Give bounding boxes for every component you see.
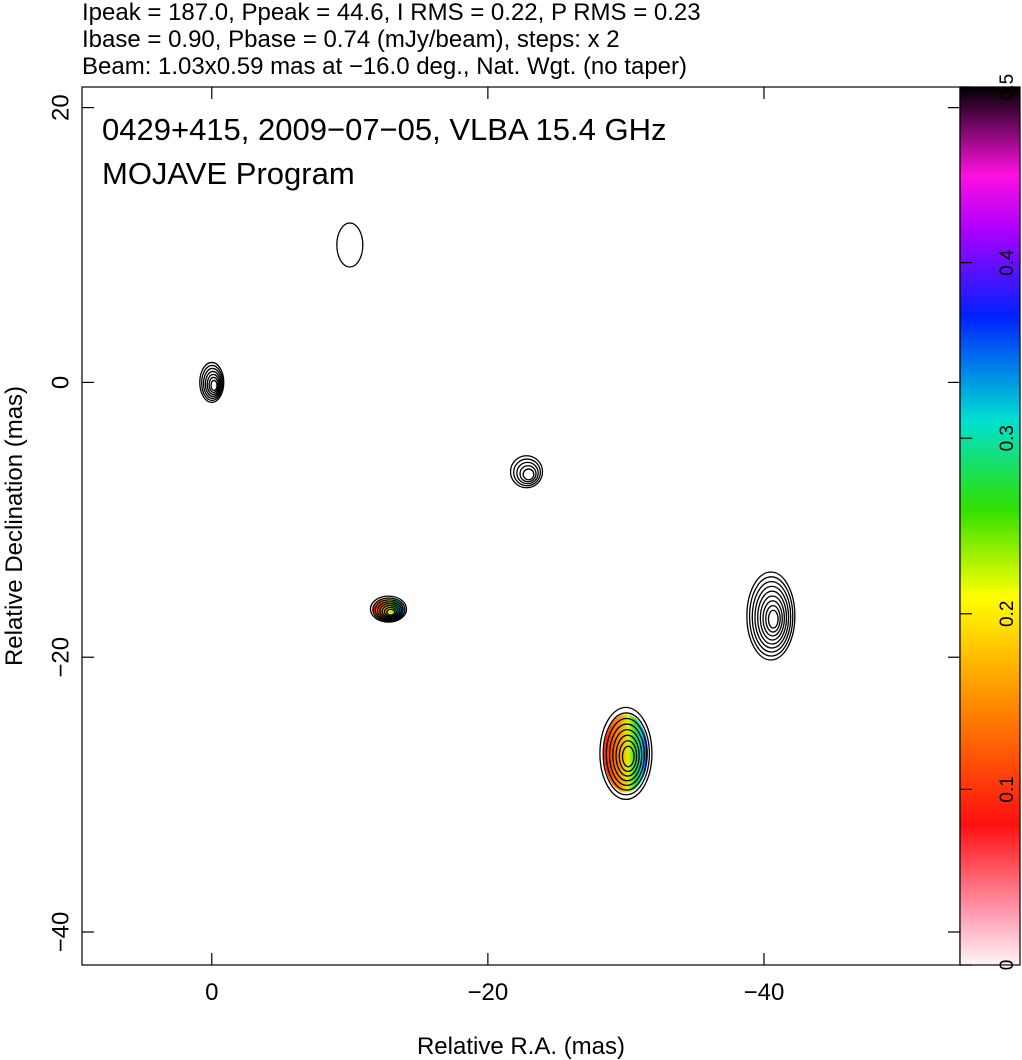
y-tick-label: 20 <box>47 94 74 121</box>
colorbar-tick-label: 0.5 <box>997 74 1018 100</box>
contour <box>509 455 544 489</box>
contour <box>379 603 401 619</box>
y-tick-label: 0 <box>47 376 74 389</box>
y-tick-label: −20 <box>47 637 74 678</box>
colorbar-tick-label: 0.2 <box>997 601 1018 627</box>
contour <box>206 373 220 396</box>
contour <box>336 222 364 268</box>
contour <box>746 571 796 661</box>
y-axis-label: Relative Declination (mas) <box>1 386 28 666</box>
contour <box>599 706 653 801</box>
header-line: Ipeak = 187.0, Ppeak = 44.6, I RMS = 0.2… <box>82 0 701 26</box>
contour <box>386 608 396 616</box>
plot-frame <box>81 86 961 966</box>
contour <box>602 712 651 796</box>
contour <box>759 595 786 641</box>
contour <box>748 576 794 657</box>
x-axis-label: Relative R.A. (mas) <box>417 1033 625 1060</box>
contour <box>767 609 779 629</box>
contour <box>608 723 645 787</box>
contour <box>369 595 408 623</box>
contour <box>210 379 218 392</box>
colorbar-tick-label: 0 <box>997 960 1018 971</box>
x-tick-label: −20 <box>468 979 509 1006</box>
contour <box>754 585 790 649</box>
contour <box>374 599 404 621</box>
annotation: MOJAVE Program <box>102 156 355 191</box>
colorbar <box>959 86 1021 966</box>
contour <box>522 468 535 481</box>
contour <box>751 580 792 653</box>
contour <box>605 717 648 791</box>
contour <box>376 601 403 620</box>
colorbar-tick-label: 0.3 <box>997 425 1018 451</box>
x-tick-label: −40 <box>744 979 785 1006</box>
colorbar-tick-label: 0.4 <box>997 249 1018 276</box>
contour <box>519 465 537 483</box>
contour <box>208 376 219 394</box>
contour <box>762 600 783 637</box>
contour <box>621 745 635 768</box>
contour <box>757 590 788 645</box>
contour <box>381 604 399 618</box>
header-line: Beam: 1.03x0.59 mas at −16.0 deg., Nat. … <box>82 53 687 80</box>
y-tick-label: −40 <box>47 912 74 953</box>
x-tick-label: 0 <box>205 979 218 1006</box>
contour <box>612 728 643 782</box>
contour <box>615 734 640 777</box>
contour <box>765 604 781 633</box>
contour <box>383 606 398 617</box>
contour <box>516 461 539 485</box>
contour <box>202 367 223 400</box>
contour <box>372 597 406 622</box>
contour <box>200 364 224 402</box>
colorbar-tick-label: 0.1 <box>997 776 1018 802</box>
contour <box>618 740 638 773</box>
header-line: Ibase = 0.90, Pbase = 0.74 (mJy/beam), s… <box>82 26 620 53</box>
contour <box>513 458 542 487</box>
annotation: 0429+415, 2009−07−05, VLBA 15.4 GHz <box>102 112 667 147</box>
contour <box>199 361 225 404</box>
contour <box>204 370 222 398</box>
